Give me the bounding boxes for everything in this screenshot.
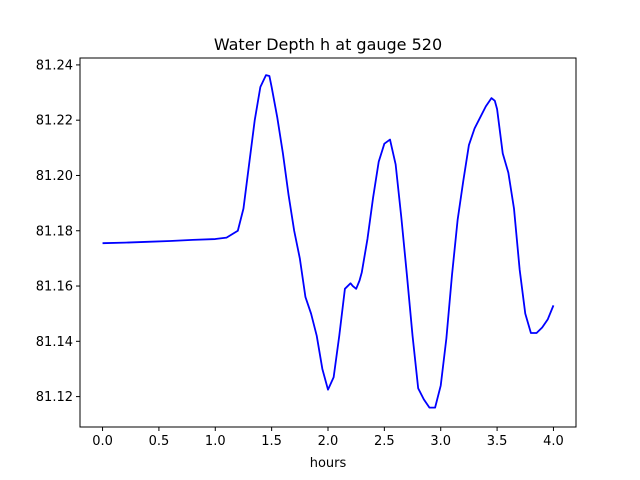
y-tick-label: 81.14 [36, 335, 73, 350]
x-tick-label: 0.0 [92, 434, 113, 449]
chart-title: Water Depth h at gauge 520 [214, 35, 442, 54]
x-tick-label: 2.5 [374, 434, 395, 449]
y-tick-label: 81.16 [36, 280, 73, 295]
x-tick-label: 3.5 [487, 434, 508, 449]
y-tick-label: 81.24 [36, 58, 73, 73]
plot-area: 0.0 0.5 1.0 1.5 2.0 2.5 3.0 3.5 4.0 81.12 81.14 81.… [36, 57, 577, 449]
x-tick-label: 4.0 [543, 434, 564, 449]
x-axis-label: hours [310, 456, 347, 471]
y-tick-label: 81.18 [36, 224, 73, 239]
x-tick-label: 1.0 [205, 434, 226, 449]
x-tick-label: 1.5 [261, 434, 282, 449]
series-line-1 [102, 74, 555, 409]
x-tick-label: 3.0 [430, 434, 451, 449]
y-tick-label: 81.22 [36, 114, 73, 129]
plot-frame [79, 57, 577, 428]
x-tick-label: 2.0 [318, 434, 339, 449]
y-tick-label: 81.12 [36, 390, 73, 405]
y-tick-label: 81.20 [36, 169, 73, 184]
x-tick-label: 0.5 [149, 434, 170, 449]
